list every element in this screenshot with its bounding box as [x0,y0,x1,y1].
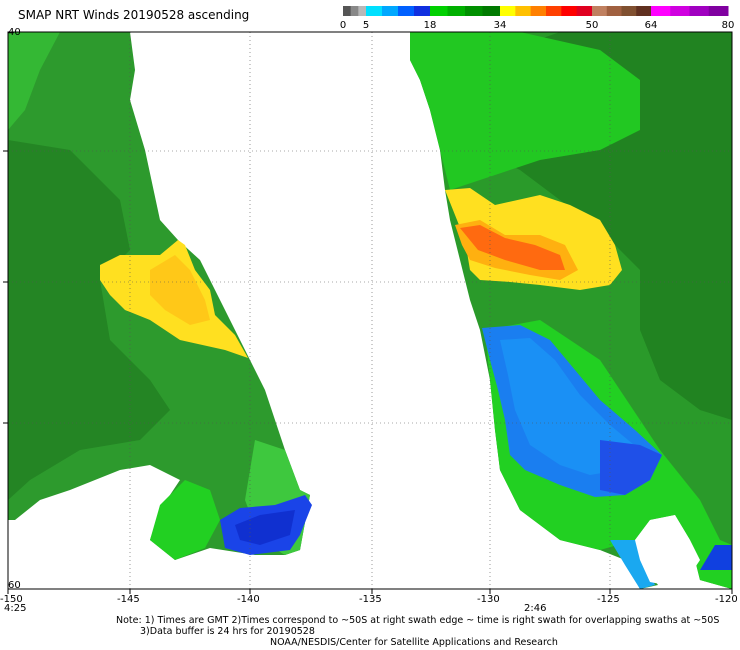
colorbar-segment [366,6,383,16]
colorbar-segment [515,6,532,16]
colorbar-segment [621,6,637,16]
note-line-2: 3)Data buffer is 24 hrs for 20190528 [140,626,315,637]
right-swath-blue-dark-edge [600,440,662,495]
x-tick-label: -130 [477,594,500,605]
y-tick-bottom: 60 [8,580,21,591]
note-line-1: Note: 1) Times are GMT 2)Times correspon… [116,615,720,626]
swath-time-left: 4:25 [4,603,27,614]
colorbar-tick-label: 34 [493,20,507,31]
x-tick-label: -150 [0,594,23,605]
no-data-area [635,515,700,585]
colorbar-tick-label: 18 [423,20,437,31]
colorbar-segment [576,6,593,16]
right-swath-orange-core [460,225,565,270]
colorbar-segment [708,6,729,16]
x-tick-label: -135 [359,594,382,605]
swath-time-right: 2:46 [524,603,547,614]
colorbar-segment [343,6,352,16]
credit-line: NOAA/NESDIS/Center for Satellite Applica… [270,637,558,648]
colorbar-tick-label: 50 [585,20,599,31]
right-swath-blue-bottom [610,540,655,589]
colorbar-segment [689,6,710,16]
colorbar-tick-label: 80 [721,20,735,31]
left-swath-dark-green [8,140,170,500]
colorbar [343,6,729,16]
colorbar-segment [382,6,399,16]
colorbar-tick-label: 5 [362,20,370,31]
axis-ticks [3,150,733,594]
left-swath-light-green-bottom [150,480,220,560]
colorbar-segment [447,6,466,16]
colorbar-segment [546,6,562,16]
colorbar-segment [606,6,622,16]
right-swath-light-green [410,32,640,190]
grid-lines [8,32,732,589]
map-frame [7,31,733,590]
y-tick-top: 40 [8,27,21,38]
colorbar-segment [398,6,415,16]
colorbar-segment [358,6,367,16]
colorbar-segment [430,6,448,16]
colorbar-tick-label: 64 [644,20,658,31]
colorbar-segment [670,6,690,16]
colorbar-segment [414,6,431,16]
x-tick-label: -120 [715,594,738,605]
colorbar-segment [636,6,652,16]
colorbar-segment [482,6,501,16]
colorbar-segment [350,6,359,16]
colorbar-segment [500,6,516,16]
map-title: SMAP NRT Winds 20190528 ascending [18,8,250,22]
colorbar-tick-label: 0 [339,20,347,31]
x-tick-label: -140 [237,594,260,605]
x-tick-label: -125 [597,594,620,605]
colorbar-segment [465,6,483,16]
colorbar-segment [651,6,671,16]
right-swath-blue-bottom-right [700,545,732,570]
colorbar-segment [561,6,578,16]
colorbar-segment [530,6,547,16]
left-swath-yellow-core [150,255,210,325]
x-tick-label: -145 [117,594,140,605]
left-swath-light-green [8,32,60,130]
colorbar-segment [592,6,608,16]
